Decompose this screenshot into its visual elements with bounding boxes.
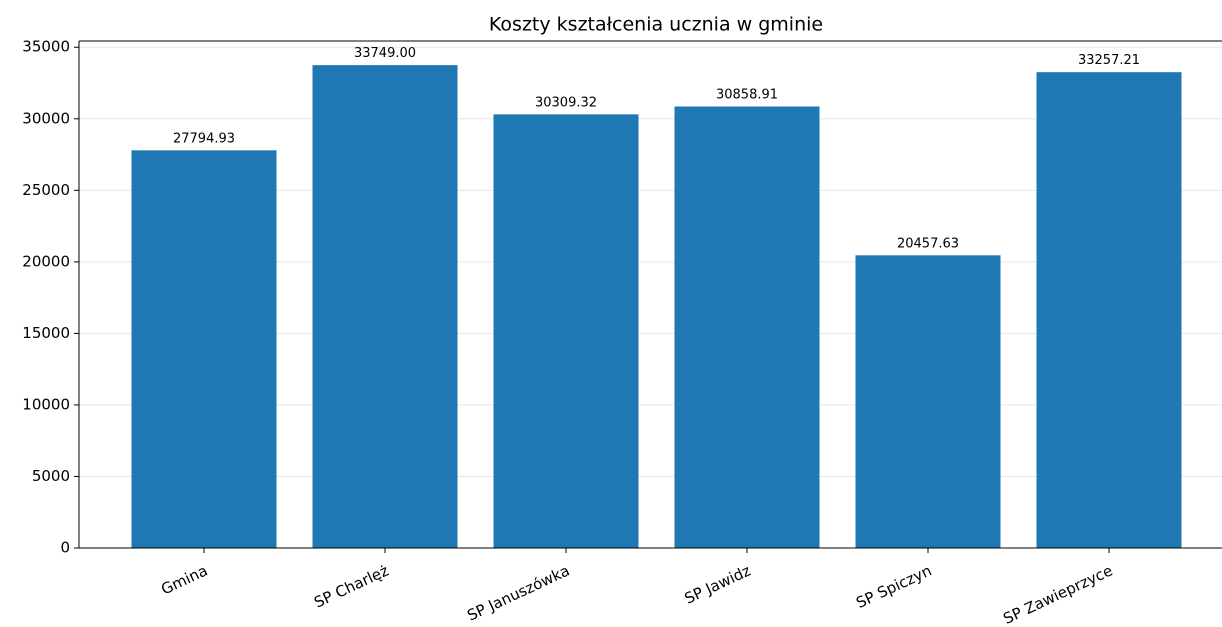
- value-label: 30858.91: [716, 87, 778, 102]
- bar: [674, 106, 820, 548]
- x-tick-label: SP Spiczyn: [853, 561, 934, 612]
- y-tick-label: 10000: [22, 395, 70, 413]
- bar: [312, 65, 458, 549]
- value-label: 33257.21: [1078, 53, 1140, 68]
- y-tick-label: 30000: [22, 109, 70, 127]
- y-tick-label: 20000: [22, 252, 70, 270]
- y-tick-label: 35000: [22, 38, 70, 56]
- y-tick-label: 5000: [32, 467, 70, 485]
- chart-title: Koszty kształcenia ucznia w gminie: [489, 14, 823, 36]
- value-label: 27794.93: [173, 131, 235, 146]
- x-tick-label: SP Zawieprzyce: [1001, 561, 1116, 627]
- x-tick-label: Gmina: [158, 561, 210, 598]
- y-tick-label: 0: [60, 539, 70, 557]
- bar: [855, 255, 1001, 548]
- bar: [131, 150, 277, 548]
- y-tick-label: 25000: [22, 181, 70, 199]
- bar: [1036, 72, 1182, 548]
- value-label: 30309.32: [535, 95, 597, 110]
- x-tick-label: SP Jawidz: [682, 561, 754, 607]
- x-tick-label: SP Januszówka: [464, 561, 572, 624]
- value-label: 20457.63: [897, 236, 959, 251]
- bar: [493, 114, 639, 548]
- y-tick-label: 15000: [22, 324, 70, 342]
- value-label: 33749.00: [354, 46, 416, 61]
- x-tick-label: SP Charlęż: [311, 561, 391, 611]
